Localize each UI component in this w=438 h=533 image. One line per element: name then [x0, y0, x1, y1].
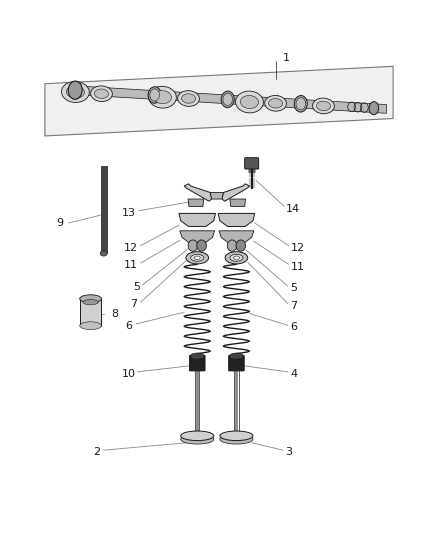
Polygon shape — [210, 192, 223, 199]
Text: 7: 7 — [131, 300, 138, 309]
Text: 13: 13 — [122, 207, 136, 217]
Ellipse shape — [240, 95, 258, 109]
Text: 11: 11 — [124, 260, 138, 270]
Ellipse shape — [153, 91, 171, 104]
FancyBboxPatch shape — [189, 356, 205, 371]
FancyBboxPatch shape — [229, 356, 244, 371]
Text: 5: 5 — [290, 283, 297, 293]
Ellipse shape — [181, 431, 214, 441]
Ellipse shape — [227, 240, 237, 251]
Ellipse shape — [236, 91, 263, 113]
Polygon shape — [219, 231, 254, 243]
Ellipse shape — [68, 81, 82, 99]
FancyBboxPatch shape — [245, 158, 258, 169]
Text: 5: 5 — [133, 282, 140, 292]
Ellipse shape — [223, 93, 233, 106]
Text: 8: 8 — [111, 309, 118, 319]
Text: 6: 6 — [125, 321, 132, 331]
Polygon shape — [188, 199, 204, 206]
Text: 6: 6 — [290, 322, 297, 333]
Ellipse shape — [194, 256, 200, 260]
Ellipse shape — [191, 254, 204, 261]
Ellipse shape — [181, 94, 196, 103]
Ellipse shape — [83, 300, 98, 305]
Polygon shape — [218, 213, 254, 227]
Polygon shape — [220, 434, 253, 439]
Ellipse shape — [230, 254, 243, 261]
Text: 10: 10 — [122, 369, 136, 379]
Polygon shape — [179, 213, 215, 227]
Polygon shape — [45, 66, 393, 136]
Ellipse shape — [95, 89, 109, 99]
Ellipse shape — [188, 240, 198, 251]
Polygon shape — [222, 184, 250, 201]
Ellipse shape — [230, 353, 244, 359]
Ellipse shape — [197, 240, 206, 251]
Ellipse shape — [178, 91, 199, 107]
Ellipse shape — [80, 295, 102, 303]
Ellipse shape — [91, 86, 113, 102]
Ellipse shape — [313, 98, 334, 114]
Ellipse shape — [148, 87, 161, 103]
Ellipse shape — [80, 322, 102, 329]
Text: 11: 11 — [291, 262, 305, 271]
Polygon shape — [181, 434, 214, 439]
Ellipse shape — [221, 91, 234, 108]
Ellipse shape — [190, 353, 204, 359]
Text: 4: 4 — [290, 369, 297, 379]
Ellipse shape — [148, 86, 177, 108]
Ellipse shape — [181, 434, 214, 444]
Text: 9: 9 — [57, 218, 64, 228]
Polygon shape — [69, 85, 387, 114]
Ellipse shape — [268, 99, 283, 108]
Ellipse shape — [316, 101, 331, 111]
Text: 14: 14 — [286, 204, 300, 214]
Text: 7: 7 — [290, 301, 297, 311]
Ellipse shape — [236, 240, 246, 251]
Ellipse shape — [296, 98, 306, 110]
Ellipse shape — [294, 95, 307, 112]
Polygon shape — [180, 231, 215, 243]
Polygon shape — [101, 166, 107, 254]
Ellipse shape — [220, 434, 253, 444]
Polygon shape — [184, 184, 212, 201]
Ellipse shape — [225, 252, 248, 264]
Text: 2: 2 — [93, 447, 100, 457]
Ellipse shape — [186, 252, 208, 264]
Ellipse shape — [265, 95, 286, 111]
Ellipse shape — [100, 251, 107, 256]
Text: 12: 12 — [124, 243, 138, 253]
Text: 12: 12 — [291, 243, 305, 253]
Ellipse shape — [150, 89, 159, 101]
Ellipse shape — [66, 86, 85, 98]
Ellipse shape — [220, 431, 253, 441]
Ellipse shape — [61, 82, 89, 102]
Text: 1: 1 — [283, 53, 290, 63]
Polygon shape — [230, 199, 246, 206]
Ellipse shape — [369, 102, 378, 115]
Ellipse shape — [233, 256, 240, 260]
FancyBboxPatch shape — [80, 298, 102, 326]
Text: 3: 3 — [285, 447, 292, 457]
